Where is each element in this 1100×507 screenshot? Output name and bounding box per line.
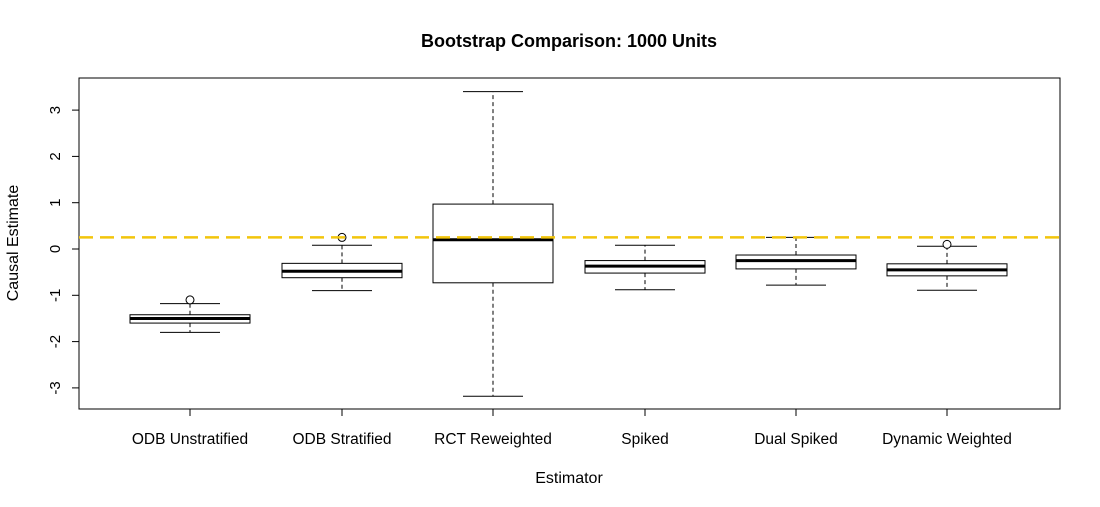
y-tick-label: -2 — [47, 335, 64, 348]
y-tick-label: 3 — [47, 106, 64, 114]
x-tick-label: ODB Unstratified — [132, 431, 248, 448]
box-5 — [735, 236, 857, 286]
x-tick-label: Dynamic Weighted — [882, 431, 1012, 448]
box-6 — [886, 239, 1008, 291]
y-tick-label: 0 — [47, 245, 64, 253]
chart-title: Bootstrap Comparison: 1000 Units — [421, 31, 717, 51]
y-axis: -3 -2 -1 0 1 2 3 — [47, 106, 80, 395]
outlier-point — [942, 239, 952, 249]
y-tick-label: 1 — [47, 199, 64, 207]
plot-frame — [78, 77, 1061, 410]
y-tick-label: -3 — [47, 381, 64, 394]
iqr-box — [432, 203, 554, 284]
x-tick-label: ODB Stratified — [292, 431, 391, 448]
outlier-point — [185, 295, 195, 305]
x-tick-label: Dual Spiked — [754, 431, 838, 448]
x-axis-label: Estimator — [535, 470, 603, 487]
y-tick-label: -1 — [47, 289, 64, 302]
box-2 — [281, 232, 403, 292]
y-axis-label: Causal Estimate — [5, 185, 22, 302]
y-tick-label: 2 — [47, 152, 64, 160]
x-tick-label: Spiked — [621, 431, 668, 448]
boxes-layer — [129, 91, 1008, 397]
box-1 — [129, 295, 251, 333]
box-4 — [584, 244, 706, 291]
x-tick-label: RCT Reweighted — [434, 431, 552, 448]
box-3 — [432, 91, 554, 397]
x-axis: ODB Unstratified ODB Stratified RCT Reweig… — [132, 409, 1012, 448]
